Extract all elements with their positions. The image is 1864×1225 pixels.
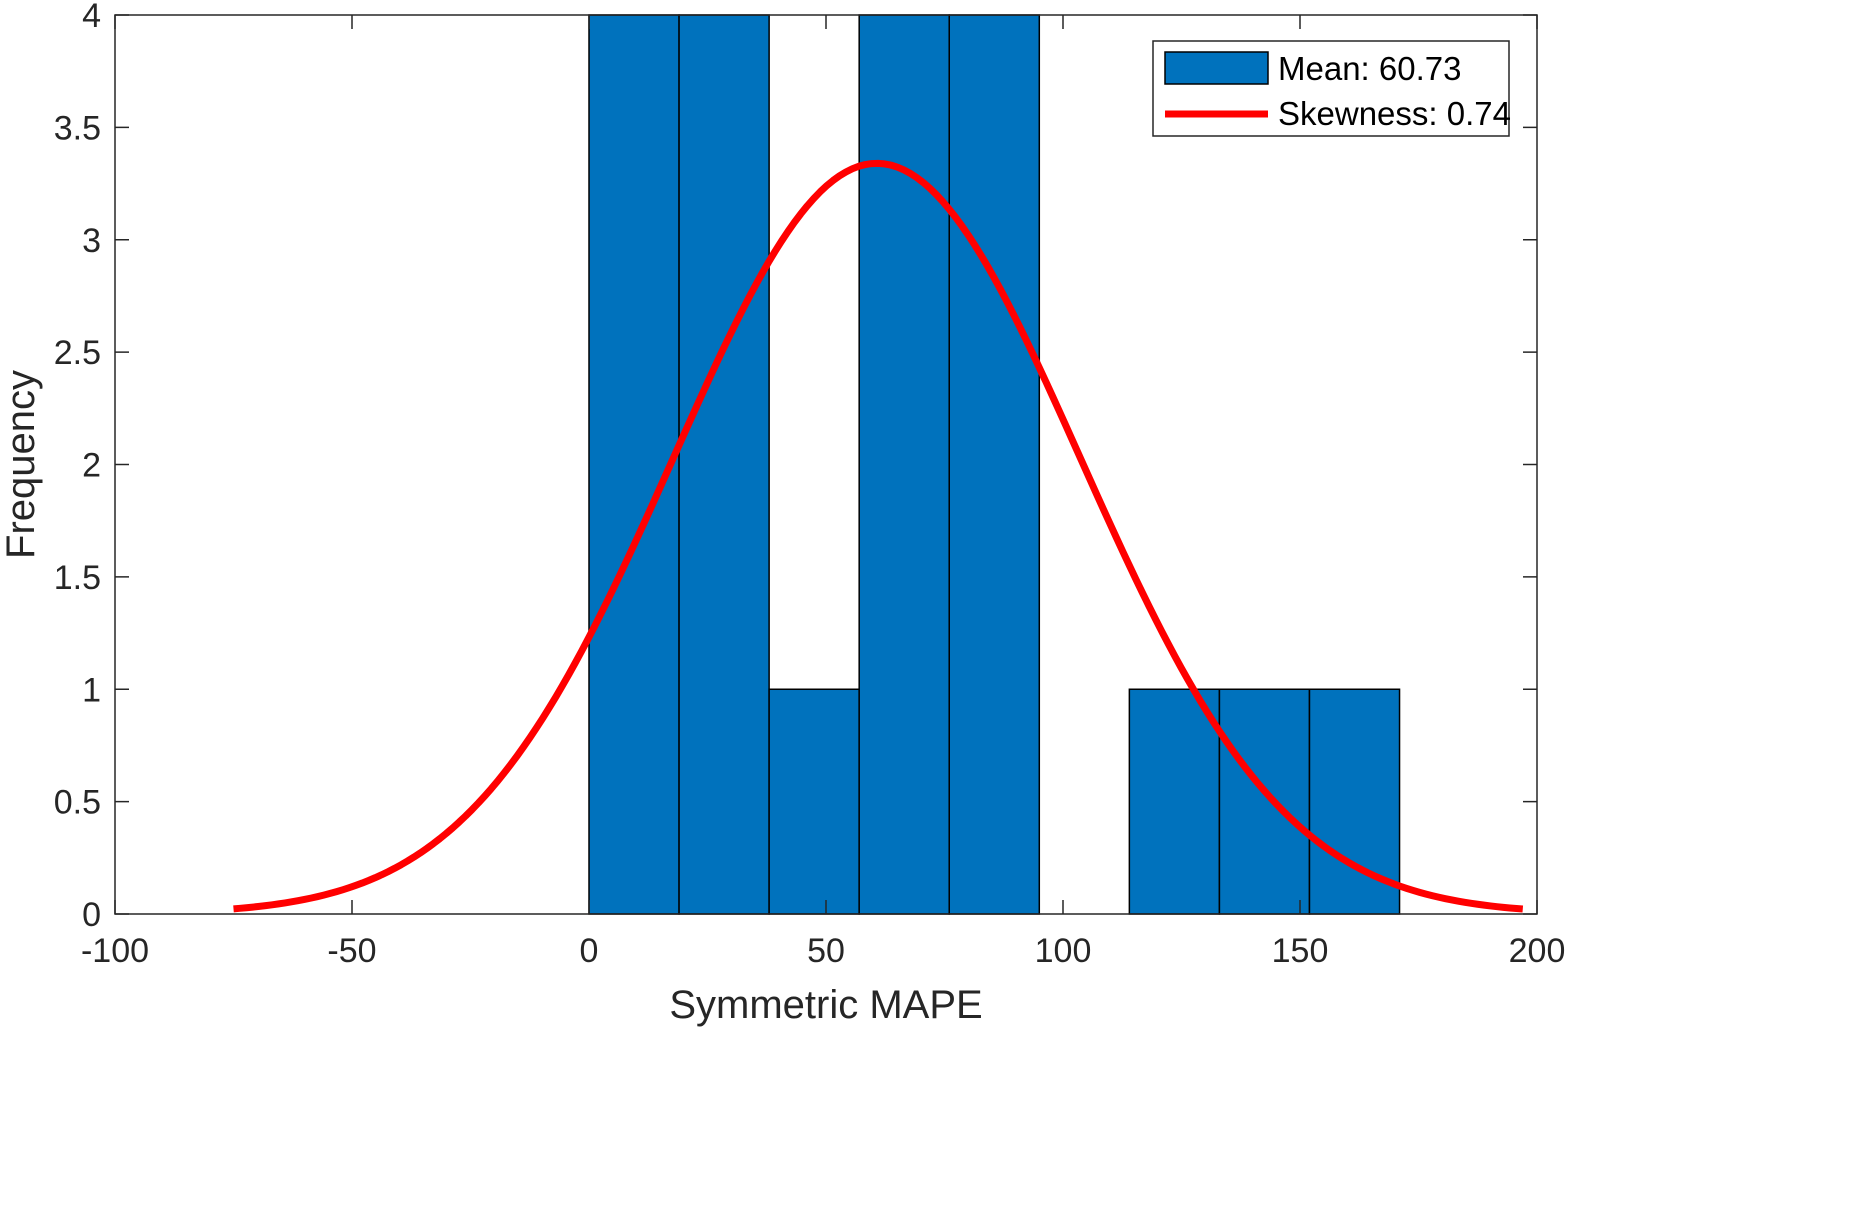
y-tick-label-4: 2 <box>82 447 101 485</box>
y-tick-label-0: 0 <box>82 896 101 934</box>
legend: Mean: 60.73 Skewness: 0.74 <box>1152 40 1511 137</box>
bars-group <box>588 14 1401 915</box>
fit-curve-group <box>233 159 1524 913</box>
x-tick-label-1: -50 <box>327 932 376 970</box>
x-tick-label-2: 0 <box>580 932 599 970</box>
histogram-bar-6 <box>1128 688 1221 915</box>
legend-patch-swatch <box>1164 51 1269 85</box>
x-tick-label-5: 150 <box>1272 932 1329 970</box>
y-tick-label-3: 1.5 <box>54 559 101 597</box>
histogram-bar-4 <box>948 14 1041 915</box>
histogram-bar-2 <box>768 688 860 915</box>
y-tick-label-2: 1 <box>82 671 101 709</box>
axes-group <box>114 14 1538 915</box>
x-tick-label-3: 50 <box>807 932 845 970</box>
x-tick-label-4: 100 <box>1035 932 1092 970</box>
y-tick-label-5: 2.5 <box>54 334 101 372</box>
tick-labels-group: -100 -50 0 50 100 150 200 0 0.5 1 1.5 2 2.5 3 3.5 4 <box>54 0 1566 970</box>
histogram-bar-1 <box>678 14 770 915</box>
histogram-bar-0 <box>588 14 680 915</box>
y-tick-label-7: 3.5 <box>54 109 101 147</box>
x-tick-label-0: -100 <box>81 932 149 970</box>
normal-fit-curve <box>233 159 1524 913</box>
legend-label-skewness: Skewness: 0.74 <box>1278 95 1511 132</box>
histogram-bar-7 <box>1218 688 1311 915</box>
y-axis-title: Frequency <box>0 370 43 559</box>
histogram-bar-3 <box>858 14 950 915</box>
y-tick-label-1: 0.5 <box>54 784 101 822</box>
x-tick-label-6: 200 <box>1509 932 1566 970</box>
y-tick-label-8: 4 <box>82 0 101 35</box>
y-tick-label-6: 3 <box>82 222 101 260</box>
legend-label-mean: Mean: 60.73 <box>1278 50 1461 87</box>
x-axis-title: Symmetric MAPE <box>669 983 982 1027</box>
